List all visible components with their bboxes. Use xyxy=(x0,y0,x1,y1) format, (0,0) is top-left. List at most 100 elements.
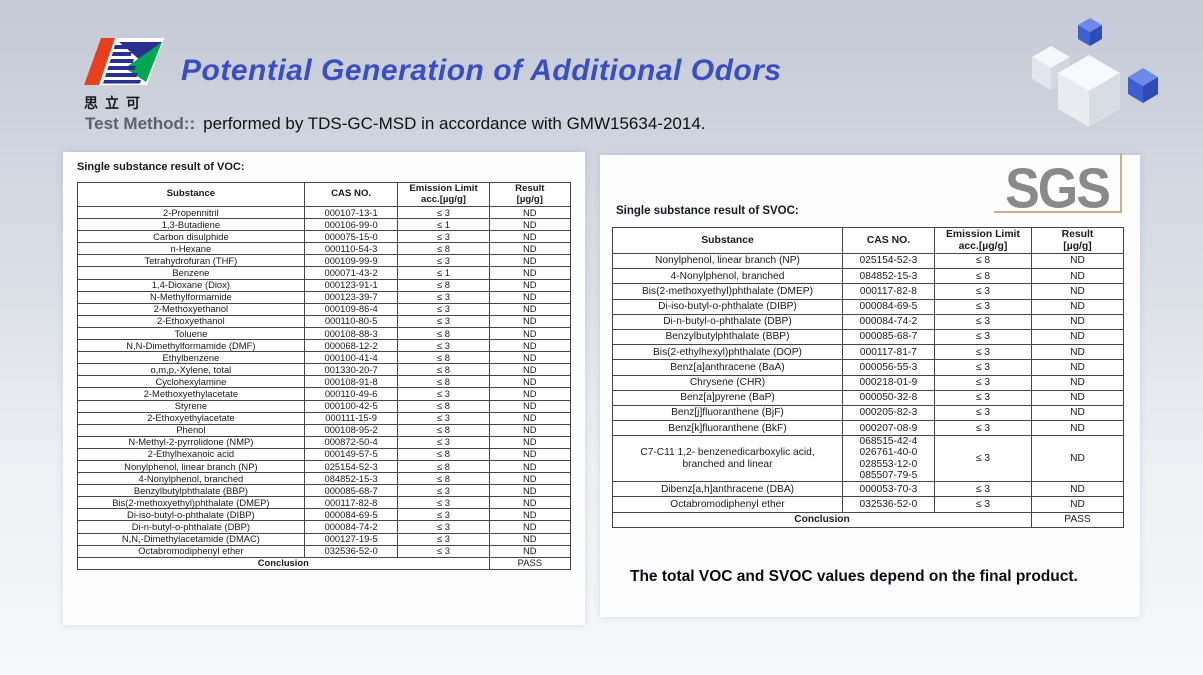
table-cell-substance: Di-n-butyl-o-phthalate (DBP) xyxy=(77,520,305,534)
table-row: 2-Ethoxyethanol 000110-80-5 ≤ 3 ND xyxy=(77,314,572,328)
table-cell-limit: ≤ 3 xyxy=(933,313,1033,330)
table-row: Phenol 000108-95-2 ≤ 8 ND xyxy=(77,423,572,437)
table-cell-result: ND xyxy=(488,205,572,220)
table-cell-substance: 2-Ethoxyethylacetate xyxy=(77,411,305,425)
table-cell-substance: Bis(2-ethylhexyl)phthalate (DOP) xyxy=(612,344,843,361)
table-row: Tetrahydrofuran (THF) 000109-99-9 ≤ 3 ND xyxy=(77,254,572,268)
table-cell-cas: 000872-50-4 xyxy=(303,435,399,449)
table-cell-result: ND xyxy=(488,375,572,389)
conclusion-value: PASS xyxy=(488,556,572,570)
table-cell-limit: ≤ 3 xyxy=(933,389,1033,406)
test-method-text: performed by TDS-GC-MSD in accordance wi… xyxy=(203,114,706,133)
table-row: 2-Propennitril 000107-13-1 ≤ 3 ND xyxy=(77,205,572,220)
table-row: 4-Nonylphenol, branched 084852-15-3 ≤ 8 ND xyxy=(77,472,572,486)
conclusion-label: Conclusion xyxy=(77,556,490,570)
table-cell-substance: Chrysene (CHR) xyxy=(612,374,843,391)
table-row: C7-C11 1,2- benzenedicarboxylic acid, br… xyxy=(612,435,1124,483)
table-cell-cas: 000205-82-3 xyxy=(841,404,935,422)
table-cell-limit: ≤ 3 xyxy=(933,481,1033,498)
header-emission-limit: Emission Limit acc.[µg/g] xyxy=(933,227,1033,254)
table-cell-cas: 000068-12-2 xyxy=(303,339,399,353)
table-cell-cas: 000084-69-5 xyxy=(303,508,399,522)
table-cell-result: ND xyxy=(488,423,572,437)
table-cell-limit: ≤ 3 xyxy=(397,290,490,304)
table-cell-limit: ≤ 3 xyxy=(397,339,490,353)
table-cell-cas: 000127-19-5 xyxy=(303,532,399,546)
table-row: 2-Ethoxyethylacetate 000111-15-9 ≤ 3 ND xyxy=(77,411,572,425)
table-cell-substance: Toluene xyxy=(77,326,305,341)
page-title: Potential Generation of Additional Odors xyxy=(181,54,782,87)
table-cell-result: ND xyxy=(488,218,572,232)
table-row: N-Methylformamide 000123-39-7 ≤ 3 ND xyxy=(77,290,572,304)
table-cell-result: ND xyxy=(1031,389,1124,406)
table-cell-result: ND xyxy=(488,387,572,401)
header-cas-no: CAS NO. xyxy=(841,227,935,254)
table-header-row: Substance CAS NO. Emission Limit acc.[µg… xyxy=(612,227,1124,254)
table-cell-cas: 000218-01-9 xyxy=(841,374,935,391)
table-cell-substance: 2-Ethoxyethanol xyxy=(77,314,305,328)
table-cell-substance: N-Methyl-2-pyrrolidone (NMP) xyxy=(77,435,305,449)
table-cell-result: ND xyxy=(1031,359,1124,376)
table-cell-cas: 000084-74-2 xyxy=(841,313,935,330)
svoc-table-header: Substance CAS NO. Emission Limit acc.[µg… xyxy=(612,227,1124,254)
table-cell-cas: 000123-91-1 xyxy=(303,278,399,292)
table-cell-result: ND xyxy=(1031,328,1124,346)
table-cell-cas: 032536-52-0 xyxy=(303,544,399,558)
table-cell-result: ND xyxy=(1031,298,1124,315)
table-cell-cas: 084852-15-3 xyxy=(841,268,935,285)
table-cell-cas: 025154-52-3 xyxy=(303,459,399,474)
table-cell-cas: 000117-82-8 xyxy=(303,496,399,510)
table-cell-limit: ≤ 3 xyxy=(397,544,490,558)
header-cas-no: CAS NO. xyxy=(303,182,399,207)
table-cell-limit: ≤ 3 xyxy=(397,532,490,546)
table-cell-cas: 000050-32-8 xyxy=(841,389,935,406)
table-cell-limit: ≤ 8 xyxy=(933,252,1033,270)
table-cell-limit: ≤ 3 xyxy=(933,359,1033,376)
table-cell-substance: Di-iso-butyl-o-phthalate (DIBP) xyxy=(612,298,843,315)
table-cell-cas: 084852-15-3 xyxy=(303,472,399,486)
table-cell-result: ND xyxy=(1031,374,1124,391)
table-cell-result: ND xyxy=(488,351,572,365)
table-row: Octabromodiphenyl ether 032536-52-0 ≤ 3 ND xyxy=(77,544,572,558)
table-cell-limit: ≤ 8 xyxy=(397,472,490,486)
table-cell-limit: ≤ 8 xyxy=(397,242,490,256)
table-cell-limit: ≤ 3 xyxy=(397,230,490,244)
table-cell-substance: Benz[k]fluoranthene (BkF) xyxy=(612,420,843,437)
table-cell-result: ND xyxy=(1031,313,1124,330)
table-cell-limit: ≤ 1 xyxy=(397,218,490,232)
table-cell-result: ND xyxy=(488,290,572,304)
table-cell-limit: ≤ 8 xyxy=(397,363,490,377)
table-cell-result: ND xyxy=(1031,344,1124,361)
table-cell-cas: 000053-70-3 xyxy=(841,481,935,498)
table-cell-limit: ≤ 3 xyxy=(933,374,1033,391)
table-cell-cas: 000108-88-3 xyxy=(303,326,399,341)
table-cell-result: ND xyxy=(488,496,572,510)
table-cell-substance: 2-Propennitril xyxy=(77,205,305,220)
table-cell-substance: Ethylbenzene xyxy=(77,351,305,365)
table-cell-limit: ≤ 8 xyxy=(397,447,490,461)
table-row: 1,4-Dioxane (Diox) 000123-91-1 ≤ 8 ND xyxy=(77,278,572,292)
table-cell-substance: Cyclohexylamine xyxy=(77,375,305,389)
table-cell-result: ND xyxy=(488,484,572,498)
table-cell-limit: ≤ 3 xyxy=(397,302,490,316)
table-row: Nonylphenol, linear branch (NP) 025154-52… xyxy=(612,252,1124,270)
table-cell-substance: Tetrahydrofuran (THF) xyxy=(77,254,305,268)
table-cell-limit: ≤ 3 xyxy=(397,484,490,498)
table-cell-result: ND xyxy=(488,326,572,341)
table-row: 4-Nonylphenol, branched 084852-15-3 ≤ 8 ND xyxy=(612,268,1124,285)
table-cell-substance: N-Methylformamide xyxy=(77,290,305,304)
table-row: Benzene 000071-43-2 ≤ 1 ND xyxy=(77,266,572,280)
table-cell-substance: 1,4-Dioxane (Diox) xyxy=(77,278,305,292)
voc-table-body: 2-Propennitril 000107-13-1 ≤ 3 ND 1,3-Butadi… xyxy=(77,205,572,558)
table-cell-substance: 2-Methoxyethylacetate xyxy=(77,387,305,401)
table-row: N-Methyl-2-pyrrolidone (NMP) 000872-50-4 ≤… xyxy=(77,435,572,449)
table-row: Dibenz[a,h]anthracene (DBA) 000053-70-3 ≤ … xyxy=(612,481,1124,498)
table-cell-limit: ≤ 8 xyxy=(397,423,490,437)
table-cell-cas: 000110-80-5 xyxy=(303,314,399,328)
table-cell-substance: o,m,p,-Xylene, total xyxy=(77,363,305,377)
table-row: Bis(2-methoxyethyl)phthalate (DMEP) 00011… xyxy=(612,283,1124,300)
table-cell-result: ND xyxy=(488,544,572,558)
conclusion-row: Conclusion PASS xyxy=(77,556,572,570)
table-row: Bis(2-methoxyethyl)phthalate (DMEP) 00011… xyxy=(77,496,572,510)
